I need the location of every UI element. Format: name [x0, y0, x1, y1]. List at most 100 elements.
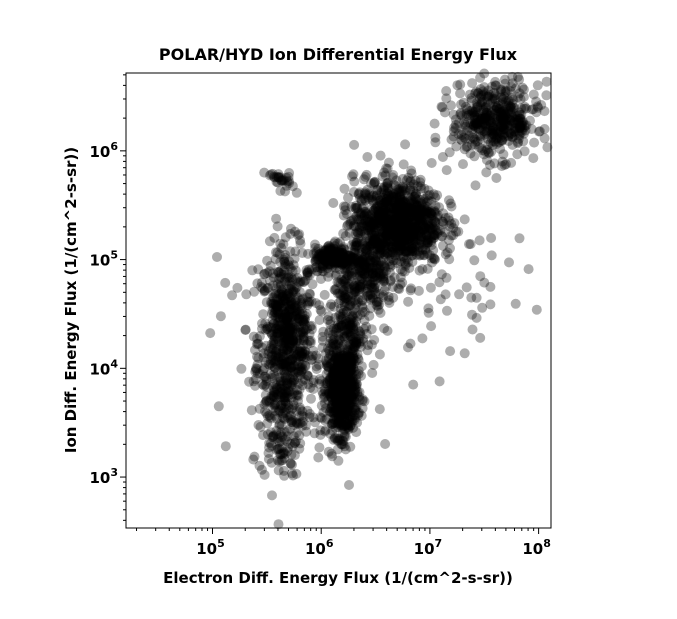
- data-point: [288, 400, 299, 411]
- data-point: [279, 392, 290, 403]
- data-point: [261, 395, 272, 406]
- data-point: [461, 282, 472, 293]
- data-point: [240, 325, 251, 335]
- data-point: [486, 133, 497, 144]
- data-point: [343, 408, 353, 419]
- data-point: [408, 379, 419, 390]
- data-point: [291, 301, 302, 311]
- data-point: [291, 417, 302, 428]
- data-point: [328, 338, 339, 349]
- data-point: [286, 296, 297, 307]
- data-point: [304, 412, 315, 423]
- data-point: [339, 391, 350, 401]
- data-point: [417, 333, 428, 344]
- data-point: [261, 373, 272, 384]
- data-point: [267, 490, 277, 501]
- data-point: [334, 373, 345, 384]
- data-point: [345, 420, 356, 431]
- data-point: [290, 265, 301, 276]
- data-point: [336, 375, 347, 386]
- data-point: [334, 389, 345, 400]
- data-point: [274, 312, 285, 323]
- data-point: [395, 243, 406, 254]
- data-point: [261, 381, 272, 392]
- data-point: [340, 384, 351, 395]
- data-point: [279, 388, 290, 399]
- data-point: [294, 286, 305, 297]
- data-point: [288, 314, 298, 325]
- data-point: [374, 349, 385, 360]
- data-point: [264, 266, 275, 277]
- data-point: [330, 432, 340, 443]
- data-point: [330, 380, 341, 391]
- data-point: [291, 307, 302, 317]
- data-point: [320, 348, 331, 359]
- data-point: [287, 459, 297, 470]
- data-point: [298, 352, 309, 363]
- data-point: [288, 431, 299, 442]
- data-point: [338, 371, 349, 382]
- data-point: [323, 446, 334, 457]
- data-point: [265, 327, 276, 338]
- data-point: [282, 349, 293, 360]
- data-point: [343, 347, 354, 358]
- data-point: [306, 264, 317, 275]
- data-point: [250, 345, 260, 355]
- data-point: [332, 277, 343, 288]
- data-point: [284, 326, 295, 337]
- data-point: [279, 427, 290, 438]
- data-point: [287, 343, 298, 354]
- data-point: [274, 372, 285, 383]
- data-point: [331, 381, 342, 392]
- data-point: [296, 366, 307, 377]
- data-point: [280, 361, 291, 372]
- data-point: [325, 391, 336, 402]
- data-point: [292, 317, 303, 328]
- data-point: [268, 369, 279, 380]
- data-point: [277, 289, 288, 300]
- data-point: [413, 285, 424, 296]
- data-point: [467, 309, 477, 320]
- data-point: [277, 389, 288, 400]
- data-point: [341, 403, 352, 414]
- data-point: [295, 363, 306, 374]
- data-point: [267, 344, 278, 355]
- data-point: [356, 361, 367, 372]
- data-point: [283, 331, 294, 342]
- data-point: [268, 431, 279, 442]
- data-point: [332, 346, 343, 357]
- data-point: [333, 374, 344, 385]
- data-point: [289, 387, 300, 398]
- data-point: [285, 423, 296, 434]
- data-point: [334, 402, 344, 413]
- data-point: [275, 429, 286, 440]
- data-point: [259, 268, 270, 279]
- data-point: [329, 392, 339, 403]
- data-point: [519, 103, 530, 114]
- data-point: [339, 395, 350, 406]
- data-point: [302, 296, 313, 307]
- data-point: [440, 249, 451, 260]
- data-point: [326, 379, 337, 390]
- data-point: [325, 350, 336, 361]
- data-point: [331, 386, 341, 397]
- data-point: [349, 380, 360, 390]
- data-point: [336, 357, 347, 368]
- data-point: [278, 361, 289, 372]
- data-point: [471, 292, 482, 303]
- data-point: [279, 370, 290, 381]
- data-point: [300, 361, 311, 372]
- data-point: [278, 306, 289, 316]
- data-point: [295, 238, 306, 249]
- data-point: [342, 366, 353, 377]
- data-point: [337, 364, 348, 375]
- data-point: [262, 411, 273, 422]
- data-point: [328, 380, 339, 391]
- data-point: [528, 153, 539, 164]
- data-point: [294, 361, 305, 372]
- data-point: [423, 307, 434, 318]
- data-point: [276, 269, 287, 280]
- data-point: [338, 367, 349, 378]
- data-point: [353, 410, 364, 421]
- data-point: [287, 355, 298, 365]
